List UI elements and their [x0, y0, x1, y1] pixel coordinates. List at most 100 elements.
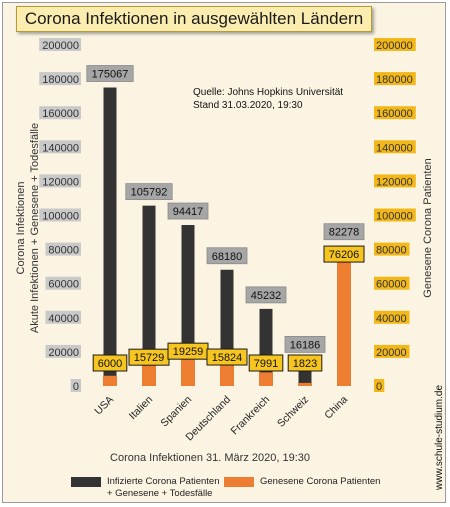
left-tick-label: 200000: [42, 40, 79, 52]
right-tick-label: 40000: [376, 313, 407, 325]
label-box-infected: [323, 223, 365, 241]
right-tick-box: [374, 38, 416, 51]
data-label-recovered: 1823: [293, 358, 317, 370]
left-tick-box: [39, 106, 81, 120]
category-label: USA: [92, 394, 116, 418]
left-tick-box: [39, 140, 81, 154]
right-tick-box: [374, 276, 410, 290]
label-box-infected: [86, 65, 134, 82]
data-label-infected: 94417: [173, 206, 204, 218]
data-label-recovered: 7991: [254, 358, 278, 370]
left-tick-box: [45, 276, 81, 290]
data-label-recovered: 15729: [134, 352, 165, 364]
data-label-recovered: 19259: [173, 346, 204, 358]
right-tick-box: [374, 310, 410, 324]
data-labels: 175067 6000 105792 15729 94417 19259 68180 1582…: [86, 65, 365, 372]
left-tick-box: [70, 379, 81, 392]
label-box-infected: [167, 202, 209, 220]
data-label-recovered: 6000: [98, 358, 122, 370]
left-tick-label: 40000: [48, 313, 79, 325]
chart-title: Corona Infektionen in ausgewählten Lände…: [16, 6, 372, 32]
bar-recovered: [220, 359, 234, 386]
right-tick-box: [374, 106, 416, 120]
watermark: www.schule-studium.de: [434, 385, 445, 491]
left-tick-label: 120000: [42, 176, 79, 188]
category-label: China: [322, 394, 350, 422]
label-box-infected: [125, 183, 173, 201]
data-label-infected: 175067: [92, 69, 129, 81]
data-label-recovered: 76206: [329, 249, 360, 261]
data-label-infected: 45232: [251, 290, 282, 302]
right-tick-box: [374, 140, 416, 154]
left-tick-box: [45, 242, 81, 256]
data-label-recovered: 15824: [212, 352, 243, 364]
bar-recovered: [103, 375, 117, 386]
left-tick-label: 20000: [48, 347, 79, 359]
right-tick-box: [374, 379, 385, 392]
category-label: Spanien: [158, 394, 194, 430]
annotation-source: Quelle: Johns Hopkins Universität: [193, 87, 343, 98]
data-label-infected: 82278: [329, 227, 360, 239]
right-tick-label: 180000: [376, 74, 413, 86]
annotation-date: Stand 31.03.2020, 19:30: [193, 100, 303, 111]
left-tick-box: [45, 344, 81, 358]
left-axis-ticks: 0 20000 40000 60000 80000 100000 120000 140000 1…: [39, 38, 81, 393]
y-axis-title-left-2: Akute Infektionen + Genesene + Todesfäll…: [29, 123, 41, 333]
right-tick-label: 120000: [376, 176, 413, 188]
right-tick-box: [374, 174, 416, 188]
legend-label-infected-1: Infizierte Corona Patienten: [107, 476, 219, 487]
left-tick-box: [45, 310, 81, 324]
right-axis-ticks: 0 20000 40000 60000 80000 100000 120000 140000 1…: [374, 38, 416, 393]
right-tick-box: [374, 344, 410, 358]
right-tick-label: 20000: [376, 347, 407, 359]
legend-label-infected-2: + Genesene + Todesfälle: [107, 488, 212, 499]
right-tick-label: 80000: [376, 245, 407, 257]
right-tick-label: 200000: [376, 40, 413, 52]
left-tick-label: 0: [73, 381, 79, 393]
data-label-infected: 16186: [290, 339, 321, 351]
label-box-infected: [206, 247, 248, 265]
legend-swatch-recovered: [224, 477, 254, 487]
bar-recovered: [181, 353, 195, 386]
legend-label-recovered: Genesene Corona Patienten: [260, 476, 380, 487]
right-tick-box: [374, 242, 410, 256]
bar-infected: [142, 205, 156, 386]
left-tick-box: [39, 72, 81, 86]
right-tick-box: [374, 72, 416, 86]
label-box-recovered: [287, 354, 323, 372]
label-box-recovered: [206, 348, 248, 366]
left-tick-label: 80000: [48, 245, 79, 257]
left-tick-label: 100000: [42, 211, 79, 223]
y-axis-title-right: Genesene Corona Patienten: [422, 158, 434, 297]
label-box-infected: [245, 286, 287, 304]
right-tick-label: 0: [376, 381, 382, 393]
left-tick-label: 160000: [42, 108, 79, 120]
bar-recovered: [337, 256, 351, 386]
right-tick-label: 160000: [376, 108, 413, 120]
label-box-recovered: [248, 354, 284, 372]
x-axis-title: Corona Infektionen 31. März 2020, 19:30: [110, 452, 310, 464]
label-box-infected: [284, 336, 326, 353]
label-box-recovered: [323, 245, 365, 263]
left-tick-box: [39, 38, 81, 51]
left-tick-box: [39, 174, 81, 188]
bar-infected: [103, 87, 117, 386]
y-axis-title-left-1: Corona Infektionen: [15, 182, 27, 275]
left-tick-label: 140000: [42, 142, 79, 154]
category-label: Schweiz: [275, 394, 311, 430]
data-label-infected: 105792: [131, 187, 168, 199]
bar-recovered: [259, 372, 273, 386]
data-label-infected: 68180: [212, 251, 243, 263]
legend-swatch-infected: [71, 477, 101, 487]
left-tick-label: 60000: [48, 279, 79, 291]
right-tick-label: 60000: [376, 279, 407, 291]
label-box-recovered: [92, 354, 128, 372]
category-label: Italien: [127, 394, 155, 422]
left-tick-label: 180000: [42, 74, 79, 86]
bar-recovered: [142, 359, 156, 386]
category-label: Frankreich: [229, 394, 273, 438]
right-tick-label: 140000: [376, 142, 413, 154]
left-tick-box: [39, 208, 81, 222]
